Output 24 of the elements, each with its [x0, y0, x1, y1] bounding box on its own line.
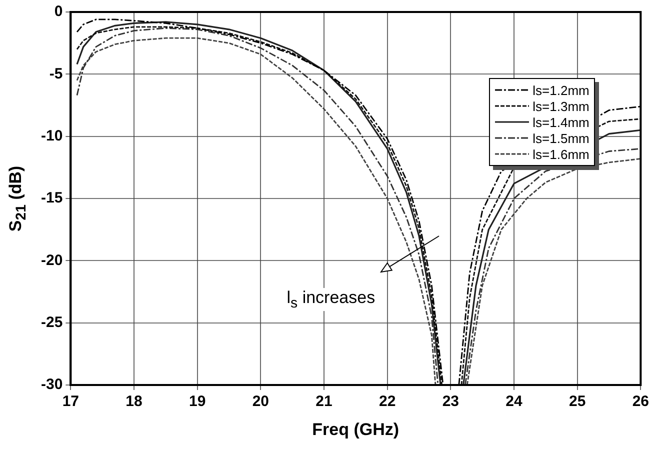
x-tick-label: 22: [378, 393, 396, 410]
legend-label: ls=1.2mm: [532, 82, 590, 98]
x-tick-label: 24: [506, 393, 523, 410]
x-tick-label: 20: [252, 393, 270, 410]
x-tick-label: 25: [568, 393, 586, 410]
y-tick-label: -15: [40, 190, 63, 207]
x-tick-label: 18: [126, 393, 142, 410]
x-tick-label: 23: [442, 393, 460, 410]
legend-label: ls=1.4mm: [532, 114, 590, 130]
y-tick-label: -5: [49, 65, 63, 82]
x-tick-label: 19: [189, 393, 206, 410]
x-tick-label: 21: [316, 393, 332, 410]
x-tick-label: 17: [62, 393, 80, 410]
y-tick-label: -20: [40, 252, 63, 269]
x-axis-title: Freq (GHz): [312, 420, 400, 440]
y-tick-label: 0: [54, 3, 63, 20]
x-tick-label: 26: [632, 393, 649, 410]
annotation: l$_{s}$ increases: [284, 288, 378, 312]
y-tick-label: -30: [40, 376, 63, 394]
legend-label: ls=1.6mm: [532, 146, 590, 162]
y-tick-label: -25: [40, 314, 63, 331]
legend-label: ls=1.5mm: [532, 130, 590, 146]
legend-label: ls=1.3mm: [532, 98, 590, 114]
y-tick-label: -10: [40, 127, 63, 144]
